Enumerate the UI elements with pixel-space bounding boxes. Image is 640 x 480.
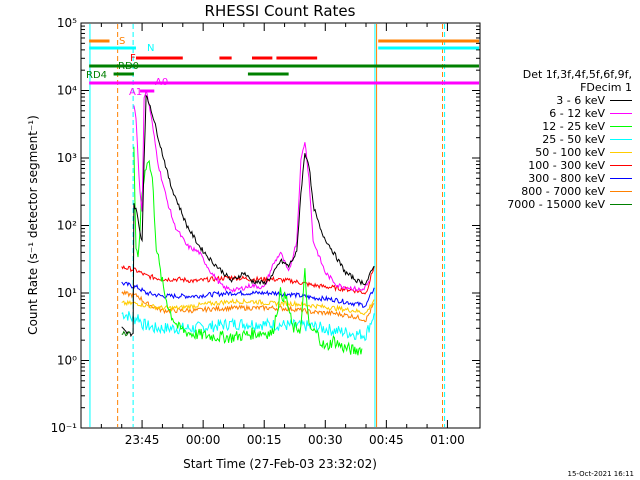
x-tick-label-3: 00:30	[308, 433, 343, 447]
x-tick-label-2: 00:15	[247, 433, 282, 447]
x-tick-label-4: 00:45	[369, 433, 404, 447]
series-12-25-kev	[133, 146, 363, 356]
y-tick-label-6: 10⁵	[57, 16, 77, 30]
series-25-50-kev	[121, 311, 375, 342]
y-tick-label-0: 10⁻¹	[51, 421, 78, 435]
legend-label: 100 - 300 keV	[528, 159, 605, 172]
series-100-300-kev	[121, 264, 375, 295]
legend-label: 12 - 25 keV	[542, 120, 605, 133]
series-lines	[121, 90, 375, 356]
legend-row: 7000 - 15000 keV	[486, 198, 632, 211]
y-tick-label-3: 10²	[57, 219, 77, 233]
annotation-label-f: F	[130, 53, 136, 64]
legend-swatch	[610, 100, 632, 101]
legend-label: 300 - 800 keV	[528, 172, 605, 185]
annotation-label-s: S	[119, 36, 125, 47]
legend-label: 50 - 100 keV	[535, 146, 605, 159]
y-tick-label-1: 10⁰	[57, 354, 77, 368]
legend-row: 50 - 100 keV	[486, 146, 632, 159]
chart-title: RHESSI Count Rates	[205, 2, 356, 20]
annotation-label-a0: A0	[155, 77, 168, 88]
series-6-12-kev	[133, 90, 371, 293]
series-50-100-kev	[121, 297, 375, 316]
legend-label: 3 - 6 keV	[556, 94, 605, 107]
legend-swatch	[610, 113, 632, 114]
x-tick-label-5: 01:00	[430, 433, 465, 447]
legend-swatch	[610, 126, 632, 127]
legend-swatch	[610, 139, 632, 140]
legend: Det 1f,3f,4f,5f,6f,9f, FDecim 1 3 - 6 ke…	[486, 68, 632, 211]
axis-ticks: 23:45 00:00 00:15 00:30 00:45 01:00 10⁻¹ 10⁰ 10¹…	[51, 16, 480, 447]
legend-swatch	[610, 178, 632, 179]
x-tick-label-1: 00:00	[186, 433, 221, 447]
legend-row: 800 - 7000 keV	[486, 185, 632, 198]
series-800-7000-kev	[121, 289, 375, 323]
series-3-6-kev	[121, 94, 375, 338]
y-tick-label-5: 10⁴	[57, 84, 77, 98]
annotation-label-a1: A1	[129, 87, 142, 98]
legend-row: 12 - 25 keV	[486, 120, 632, 133]
x-tick-label-0: 23:45	[125, 433, 160, 447]
annotation-label-rd4: RD4	[86, 70, 107, 81]
annotation-label-rd0: RD0	[118, 61, 139, 72]
annotation-label-n: N	[147, 43, 154, 54]
legend-row: 25 - 50 keV	[486, 133, 632, 146]
legend-swatch	[610, 204, 632, 205]
series-300-800-kev	[121, 281, 375, 309]
y-tick-label-2: 10¹	[57, 286, 77, 300]
legend-row: 3 - 6 keV	[486, 94, 632, 107]
series-7000-15000-kev	[121, 330, 131, 337]
legend-row: 100 - 300 keV	[486, 159, 632, 172]
y-axis-label: Count Rate (s⁻¹ detector segment⁻¹)	[26, 115, 40, 335]
x-axis-label: Start Time (27-Feb-03 23:32:02)	[183, 457, 377, 471]
legend-row: 300 - 800 keV	[486, 172, 632, 185]
y-tick-label-4: 10³	[57, 151, 77, 165]
legend-header-2: FDecim 1	[580, 81, 632, 94]
legend-swatch	[610, 191, 632, 192]
legend-header-1: Det 1f,3f,4f,5f,6f,9f,	[522, 68, 632, 81]
legend-label: 25 - 50 keV	[542, 133, 605, 146]
legend-swatch	[610, 152, 632, 153]
legend-label: 6 - 12 keV	[549, 107, 605, 120]
legend-label: 7000 - 15000 keV	[507, 198, 605, 211]
legend-label: 800 - 7000 keV	[521, 185, 605, 198]
timestamp: 15-Oct-2021 16:11	[567, 470, 634, 478]
legend-swatch	[610, 165, 632, 166]
legend-row: 6 - 12 keV	[486, 107, 632, 120]
